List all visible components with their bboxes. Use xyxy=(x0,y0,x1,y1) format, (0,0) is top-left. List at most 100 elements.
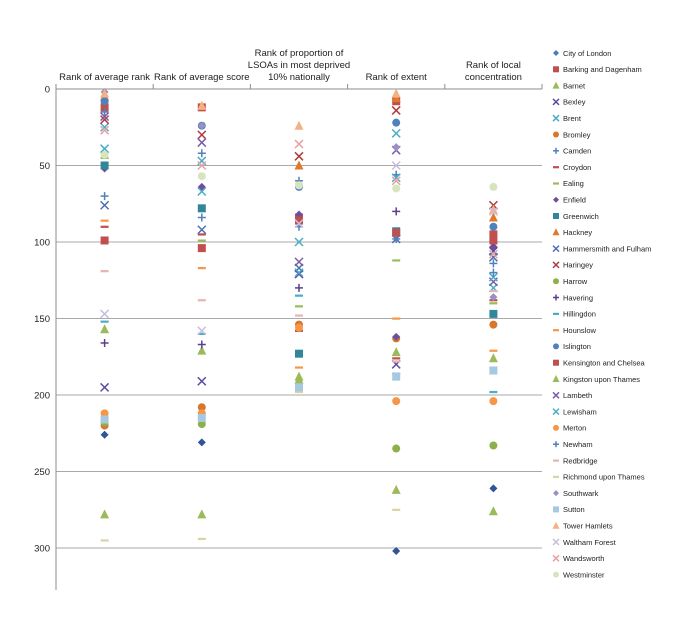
legend-marker xyxy=(553,147,559,154)
marker-stroke xyxy=(391,160,401,171)
data-point xyxy=(392,317,401,320)
marker-stroke xyxy=(488,252,498,262)
marker-stroke xyxy=(294,139,304,149)
legend-entry: Redbridge xyxy=(563,456,598,465)
legend-marker xyxy=(552,81,560,89)
data-point xyxy=(294,371,304,381)
data-point xyxy=(197,376,207,386)
y-tick-labels: 0 50 100 150 200 250 300 xyxy=(34,85,50,555)
data-point xyxy=(392,207,401,216)
data-point xyxy=(100,88,110,98)
marker-stroke xyxy=(100,112,110,122)
marker-stroke xyxy=(294,219,304,229)
legend-entry: Bexley xyxy=(563,98,586,107)
data-point xyxy=(392,397,401,406)
data-point xyxy=(295,383,303,392)
data-point xyxy=(197,213,206,222)
legend-entry: Greenwich xyxy=(563,212,599,221)
marker-stroke xyxy=(552,98,560,106)
y-tick-label: 150 xyxy=(34,314,50,325)
data-point xyxy=(197,130,207,140)
marker-stroke xyxy=(294,268,304,278)
legend-marker xyxy=(552,98,560,106)
data-point xyxy=(100,324,110,334)
data-point xyxy=(392,357,401,360)
marker-stroke xyxy=(197,186,207,197)
data-point xyxy=(197,345,207,355)
data-point xyxy=(294,219,304,229)
data-point xyxy=(392,547,401,556)
data-point xyxy=(100,122,110,132)
data-point xyxy=(100,97,109,106)
data-point xyxy=(197,413,206,422)
legend-marker xyxy=(553,182,559,185)
data-point xyxy=(294,257,304,267)
marker-stroke xyxy=(488,206,498,216)
legend-marker xyxy=(552,391,560,399)
data-point xyxy=(100,125,110,135)
data-point xyxy=(391,176,401,186)
legend-entry: Camden xyxy=(563,147,591,156)
marker-stroke xyxy=(197,138,207,148)
y-tick-label: 200 xyxy=(34,391,50,402)
legend-entry: Hillingdon xyxy=(563,310,596,319)
data-point xyxy=(488,249,498,259)
legend-marker xyxy=(552,521,560,529)
y-tick-label: 50 xyxy=(39,161,50,172)
category-labels: Rank of average rank Rank of average scor… xyxy=(59,48,522,83)
category-label: Rank of proportion of LSOAs in most depri… xyxy=(248,48,350,83)
legend-marker xyxy=(553,490,559,497)
legend-marker xyxy=(552,538,560,546)
legend-marker xyxy=(553,66,559,73)
data-point xyxy=(100,409,109,418)
data-point xyxy=(294,237,304,247)
legend-marker xyxy=(553,571,559,578)
legend-entry: Brent xyxy=(563,114,582,123)
marker-stroke xyxy=(552,114,560,122)
legend-entry: Southwark xyxy=(563,489,599,498)
marker-stroke xyxy=(197,326,207,336)
data-point xyxy=(392,259,401,262)
data-point xyxy=(197,299,206,302)
legend-entry: Lambeth xyxy=(563,391,592,400)
data-point xyxy=(100,103,109,112)
legend-marker xyxy=(552,261,560,269)
data-point xyxy=(100,430,109,439)
data-point xyxy=(294,268,304,278)
marker-stroke xyxy=(552,261,560,269)
data-point xyxy=(100,338,109,347)
category-label: Rank of extent xyxy=(366,72,428,83)
marker-stroke xyxy=(294,257,304,267)
legend-entry: Sutton xyxy=(563,505,585,514)
legend-entry: Hackney xyxy=(563,228,592,237)
data-point xyxy=(489,268,498,277)
legend-marker xyxy=(552,114,560,122)
marker-stroke xyxy=(100,144,110,154)
data-point xyxy=(197,204,206,213)
data-point xyxy=(295,349,303,358)
marker-stroke xyxy=(552,554,560,562)
legend-marker xyxy=(553,441,559,448)
data-point xyxy=(100,320,109,323)
data-point xyxy=(489,349,498,352)
legend-marker xyxy=(553,278,559,285)
legend-marker xyxy=(553,196,559,203)
data-point xyxy=(392,360,401,363)
data-point xyxy=(489,230,498,239)
data-point xyxy=(100,236,109,245)
legend-marker xyxy=(552,375,560,382)
category-label: Rank of average score xyxy=(154,72,250,83)
y-tick-label: 300 xyxy=(34,544,50,555)
data-point xyxy=(100,309,110,319)
data-point xyxy=(197,403,206,412)
data-point xyxy=(100,270,109,273)
data-point xyxy=(489,242,498,251)
marker-stroke xyxy=(100,115,110,125)
legend-entry: Wandsworth xyxy=(563,554,604,563)
data-point xyxy=(197,100,207,110)
data-point xyxy=(392,143,401,152)
data-point xyxy=(295,294,303,297)
data-point xyxy=(100,382,110,392)
legend-entry: Newham xyxy=(563,440,593,449)
